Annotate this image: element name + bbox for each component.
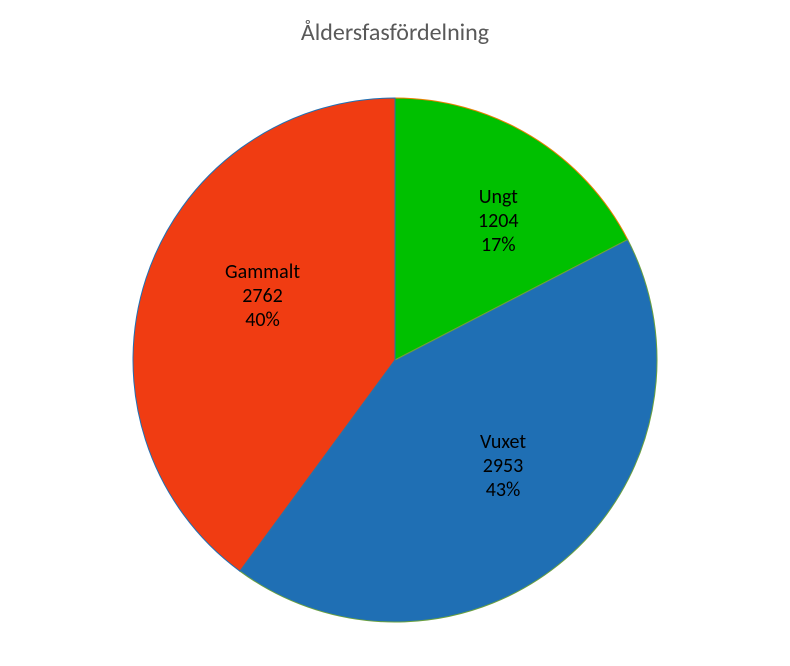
slice-label-name: Vuxet (480, 430, 526, 454)
slice-label-name: Gammalt (225, 260, 300, 284)
slice-label-ungt: Ungt120417% (478, 185, 519, 257)
slice-label-percent: 40% (225, 308, 300, 332)
slice-label-value: 1204 (478, 209, 519, 233)
slice-label-value: 2953 (480, 454, 526, 478)
slice-label-gammalt: Gammalt276240% (225, 260, 300, 332)
pie-chart-container: Åldersfasfördelning Ungt120417%Vuxet2953… (0, 0, 790, 666)
pie-chart-svg (0, 0, 790, 666)
slice-label-percent: 17% (478, 233, 519, 257)
slice-label-value: 2762 (225, 284, 300, 308)
slice-label-vuxet: Vuxet295343% (480, 430, 526, 502)
slice-label-name: Ungt (478, 185, 519, 209)
slice-label-percent: 43% (480, 478, 526, 502)
